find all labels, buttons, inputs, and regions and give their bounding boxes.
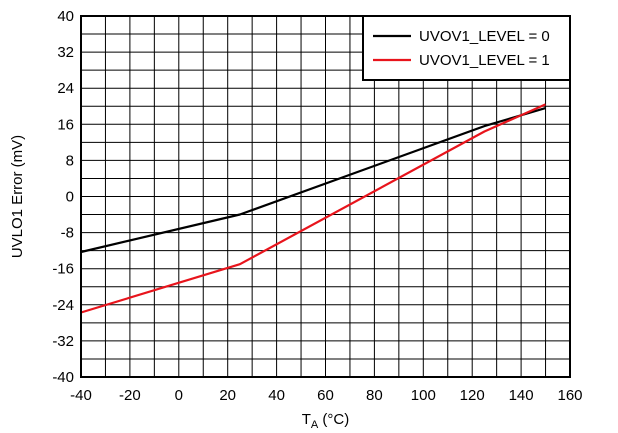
y-tick-label: -24 xyxy=(52,297,74,314)
x-tick-label: -40 xyxy=(70,387,92,404)
x-axis-label-unit: (°C) xyxy=(318,411,349,428)
x-tick-label: 0 xyxy=(175,387,183,404)
x-tick-labels: -40 -20 0 20 40 60 80 100 120 140 160 xyxy=(70,387,582,404)
x-tick-label: 140 xyxy=(509,387,534,404)
legend-label-level-0: UVOV1_LEVEL = 0 xyxy=(419,28,550,45)
y-tick-label: 8 xyxy=(66,152,74,169)
legend-label-level-1: UVOV1_LEVEL = 1 xyxy=(419,52,550,69)
series-line-1 xyxy=(80,103,546,314)
y-axis-label: UVLO1 Error (mV) xyxy=(9,135,26,258)
x-tick-label: 80 xyxy=(366,387,383,404)
x-tick-label: 20 xyxy=(219,387,236,404)
x-tick-label: 40 xyxy=(268,387,285,404)
y-tick-label: -8 xyxy=(61,225,74,242)
y-tick-label: 24 xyxy=(57,80,74,97)
x-axis-label: TA (°C) xyxy=(302,411,350,431)
y-tick-label: -32 xyxy=(52,333,74,350)
y-tick-label: -16 xyxy=(52,261,74,278)
x-tick-label: 60 xyxy=(317,387,334,404)
y-tick-label: 16 xyxy=(57,116,74,133)
x-axis-label-main: T xyxy=(302,411,311,428)
legend-box xyxy=(362,15,571,81)
x-axis-label-subscript: A xyxy=(311,419,319,431)
y-tick-label: -40 xyxy=(52,369,74,386)
y-tick-label: 0 xyxy=(66,189,74,206)
y-tick-label: 40 xyxy=(57,8,74,25)
y-tick-labels: 40 32 24 16 8 0 -8 -16 -24 -32 -40 xyxy=(52,8,74,386)
x-tick-label: 160 xyxy=(557,387,582,404)
y-tick-label: 32 xyxy=(57,44,74,61)
x-tick-label: 120 xyxy=(460,387,485,404)
x-tick-label: -20 xyxy=(119,387,141,404)
x-tick-label: 100 xyxy=(411,387,436,404)
plot-frame xyxy=(80,15,571,378)
legend: UVOV1_LEVEL = 0 UVOV1_LEVEL = 1 xyxy=(362,15,571,81)
series-line-0 xyxy=(80,107,546,254)
series-layer xyxy=(80,103,546,314)
